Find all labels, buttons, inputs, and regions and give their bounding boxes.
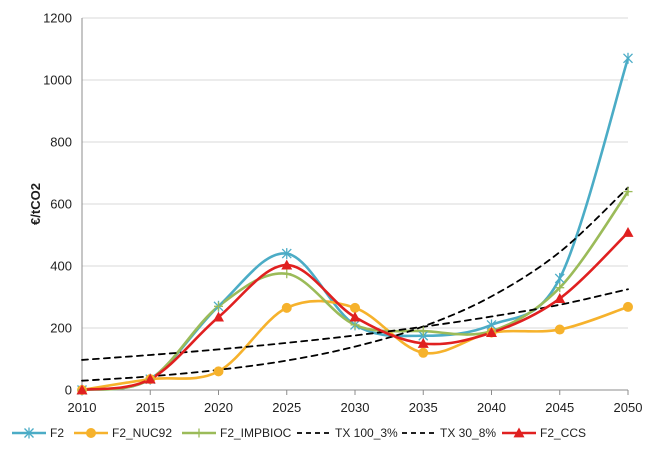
legend-marker-f2-impbioc [194, 428, 204, 438]
y-tick-label-1000: 1000 [43, 73, 72, 88]
series-line-tx-30-8 [81, 186, 629, 382]
series-group [80, 57, 630, 392]
y-tick-label-1200: 1200 [43, 11, 72, 26]
x-tick-label-2025: 2025 [272, 400, 301, 415]
x-tick-label-2020: 2020 [204, 400, 233, 415]
point-f2-impbioc-2035 [418, 326, 428, 336]
y-axis-title: €/tCO2 [28, 183, 43, 225]
legend-item-tx-30-8: TX 30_8% [402, 426, 496, 440]
legend-label-tx-100-3: TX 100_3% [335, 426, 398, 440]
point-f2-nuc92-2020 [213, 366, 224, 377]
legend-item-f2-impbioc: F2_IMPBIOC [182, 426, 292, 440]
point-f2-ccs-2050 [622, 227, 634, 237]
point-f2-nuc92-2050 [623, 301, 633, 312]
point-f2-2045 [554, 272, 565, 284]
x-tick-label-2010: 2010 [68, 400, 97, 415]
y-tick-label-200: 200 [50, 321, 72, 336]
legend-label-f2-nuc92: F2_NUC92 [112, 426, 172, 440]
x-tick-label-2015: 2015 [136, 400, 165, 415]
legend-label-f2: F2 [50, 426, 64, 440]
point-f2-impbioc-2030 [350, 320, 360, 330]
point-f2-ccs-2030 [349, 311, 361, 322]
point-f2-impbioc-2045 [555, 283, 565, 293]
legend-item-f2: F2 [12, 426, 64, 440]
point-f2-2025 [281, 248, 292, 260]
point-f2-ccs-2015 [144, 373, 156, 384]
y-tick-label-0: 0 [65, 383, 72, 398]
axes [81, 18, 629, 395]
point-f2-impbioc-2025 [282, 269, 292, 279]
legend: F2 F2_NUC92 F2_IMPBIOC TX 100_3% TX 30_8% F2_… [12, 426, 586, 440]
legend-marker-f2-nuc92 [86, 428, 96, 438]
point-f2-impbioc-2020 [214, 301, 223, 311]
x-tick-label-2030: 2030 [341, 400, 370, 415]
point-f2-ccs-2045 [554, 293, 566, 303]
grid-lines [82, 17, 628, 329]
point-f2-nuc92-2030 [350, 302, 360, 313]
legend-item-f2-nuc92: F2_NUC92 [74, 426, 172, 440]
point-f2-nuc92-2025 [281, 302, 292, 313]
point-f2-ccs-2010 [76, 384, 88, 395]
point-f2-impbioc-2050 [623, 187, 633, 197]
point-f2-ccs-2035 [417, 338, 429, 348]
x-tick-label-2045: 2045 [545, 400, 574, 415]
legend-label-f2-ccs: F2_CCS [540, 426, 586, 440]
series-line-f2-impbioc [80, 190, 630, 392]
legend-marker-f2 [24, 427, 34, 439]
point-f2-ccs-2025 [281, 259, 293, 270]
point-f2-2050 [623, 52, 633, 64]
point-f2-nuc92-2045 [554, 324, 565, 335]
legend-item-f2-ccs: F2_CCS [502, 426, 586, 440]
y-tick-label-600: 600 [50, 197, 72, 212]
x-tick-label-2040: 2040 [477, 400, 506, 415]
x-tick-label-2035: 2035 [409, 400, 438, 415]
y-tick-label-400: 400 [50, 259, 72, 274]
series-line-tx-100-3 [81, 288, 629, 361]
x-tick-label-2050: 2050 [614, 400, 643, 415]
legend-marker-f2-ccs [513, 427, 525, 438]
point-f2-ccs-2020 [213, 311, 224, 322]
markers-group [76, 52, 634, 396]
point-f2-ccs-2040 [486, 327, 497, 338]
point-f2-nuc92-2035 [418, 347, 429, 358]
series-line-f2 [80, 57, 630, 392]
legend-label-tx-30-8: TX 30_8% [440, 426, 496, 440]
y-tick-label-800: 800 [50, 135, 72, 150]
legend-item-tx-100-3: TX 100_3% [297, 426, 398, 440]
legend-label-f2-impbioc: F2_IMPBIOC [220, 426, 292, 440]
tick-labels: 0 200 400 600 800 1000 1200 2010 2015 2020 2025 203… [43, 11, 642, 416]
